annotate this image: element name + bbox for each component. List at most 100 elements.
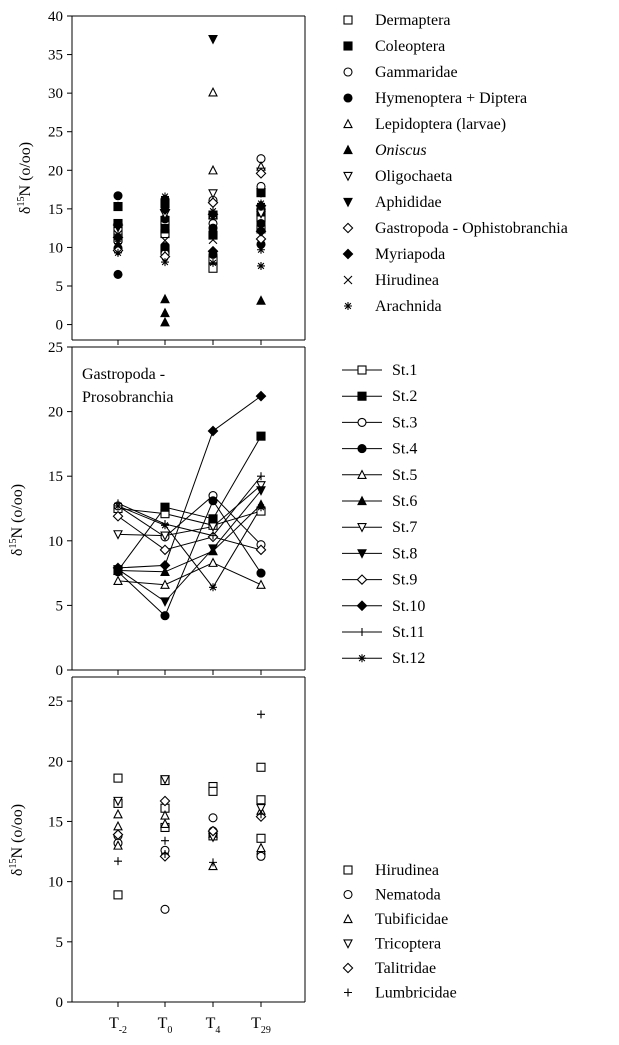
legend: St.1 St.2 St.3 St.4 St.5 St.6 St.7 St.8 St.9 St.1… — [342, 362, 425, 667]
data-point — [255, 167, 267, 179]
data-point — [255, 233, 267, 245]
data-point — [160, 502, 170, 512]
x-tick-label: T4 — [206, 1015, 221, 1036]
legend-marker — [343, 865, 353, 875]
data-point — [208, 86, 218, 97]
legend-marker — [343, 41, 353, 51]
legend-label: St.4 — [392, 441, 417, 458]
data-point — [207, 825, 219, 837]
x-tick-label: T-2 — [109, 1015, 127, 1036]
data-point — [256, 804, 266, 814]
data-point — [256, 568, 266, 578]
data-point — [208, 223, 218, 233]
legend-marker — [343, 197, 353, 208]
data-point — [160, 775, 170, 785]
legend: Hirudinea Nematoda Tubificidae Tricoptera Ta… — [342, 862, 457, 1002]
data-point — [112, 562, 124, 574]
legend-label: St.8 — [392, 545, 417, 562]
y-tick-label: 10 — [48, 875, 63, 891]
legend-marker — [357, 417, 367, 427]
y-tick-label: 20 — [48, 754, 63, 770]
legend-label: Myriapoda — [375, 246, 445, 263]
legend-label: St.12 — [392, 650, 425, 667]
data-point — [208, 786, 218, 796]
data-point — [113, 820, 123, 831]
series-line — [117, 504, 262, 573]
legend-label: St.5 — [392, 467, 417, 484]
legend-label: St.3 — [392, 414, 417, 431]
data-point — [255, 544, 267, 556]
data-point — [160, 904, 170, 914]
data-point — [255, 225, 267, 237]
data-point — [160, 579, 170, 589]
data-point — [160, 566, 170, 576]
data-point — [114, 501, 122, 510]
data-point — [208, 557, 218, 567]
legend-label: Talitridae — [375, 960, 436, 977]
data-point — [255, 390, 267, 402]
legend-label: Hirudinea — [375, 862, 439, 879]
data-point — [160, 597, 170, 607]
legend-marker — [343, 939, 353, 949]
data-point — [256, 221, 266, 231]
legend-marker — [357, 469, 367, 479]
data-point — [256, 431, 266, 441]
legend-marker — [344, 988, 352, 997]
data-point — [113, 269, 123, 279]
y-tick-label: 0 — [56, 663, 64, 679]
data-point — [256, 833, 266, 843]
data-point — [114, 201, 122, 210]
y-tick-label: 10 — [48, 534, 63, 550]
legend-marker — [343, 15, 353, 25]
data-point — [257, 199, 265, 208]
y-axis-label: δ15N (o/oo) — [8, 484, 26, 556]
legend-label: Arachnida — [375, 298, 442, 315]
data-point — [257, 810, 265, 819]
data-point — [160, 316, 170, 327]
data-point — [208, 34, 218, 45]
data-point — [207, 245, 219, 257]
data-point — [161, 244, 169, 253]
series-line — [117, 490, 262, 603]
data-point — [160, 611, 170, 621]
y-tick-label: 25 — [48, 694, 63, 710]
legend-label: St.9 — [392, 572, 417, 589]
data-point — [113, 840, 123, 850]
legend-marker — [343, 889, 353, 900]
y-axis-label: δ15N (o/oo) — [8, 804, 26, 876]
y-tick-label: 15 — [48, 202, 63, 218]
legend-label: Nematoda — [375, 887, 441, 904]
data-point — [256, 851, 266, 861]
data-point — [112, 219, 124, 231]
legend-label: St.7 — [392, 519, 417, 536]
data-point — [160, 818, 170, 829]
legend-label: Tubificidae — [375, 911, 448, 928]
data-point — [207, 425, 219, 437]
y-tick-label: 5 — [56, 935, 64, 951]
legend-label: Coleoptera — [375, 38, 445, 55]
legend-marker — [356, 600, 368, 612]
chart-panel-3: 0 5 10 15 20 25 T-2 T0 T4 T29 δ15N (o/oo) Hirudinea… — [8, 676, 457, 1036]
legend-label: St.2 — [392, 388, 417, 405]
y-tick-label: 5 — [56, 598, 64, 614]
x-tick-label: T0 — [158, 1015, 173, 1036]
data-point — [113, 796, 123, 807]
data-point — [114, 248, 122, 257]
data-point — [208, 496, 218, 506]
y-tick-label: 0 — [56, 318, 64, 334]
legend: Dermaptera Coleoptera Gammaridae Hymenopter… — [342, 12, 568, 315]
data-point — [114, 857, 122, 866]
data-point — [208, 235, 218, 245]
data-point — [256, 188, 266, 199]
data-point — [256, 579, 266, 589]
legend-marker — [343, 118, 353, 129]
legend-marker — [357, 495, 367, 506]
data-point — [113, 890, 123, 900]
legend-marker — [358, 654, 366, 663]
legend-label: Hirudinea — [375, 272, 439, 289]
data-point — [208, 514, 218, 524]
data-point — [161, 521, 169, 530]
data-point — [160, 293, 170, 304]
legend-marker — [356, 574, 368, 585]
y-tick-label: 25 — [48, 340, 63, 356]
